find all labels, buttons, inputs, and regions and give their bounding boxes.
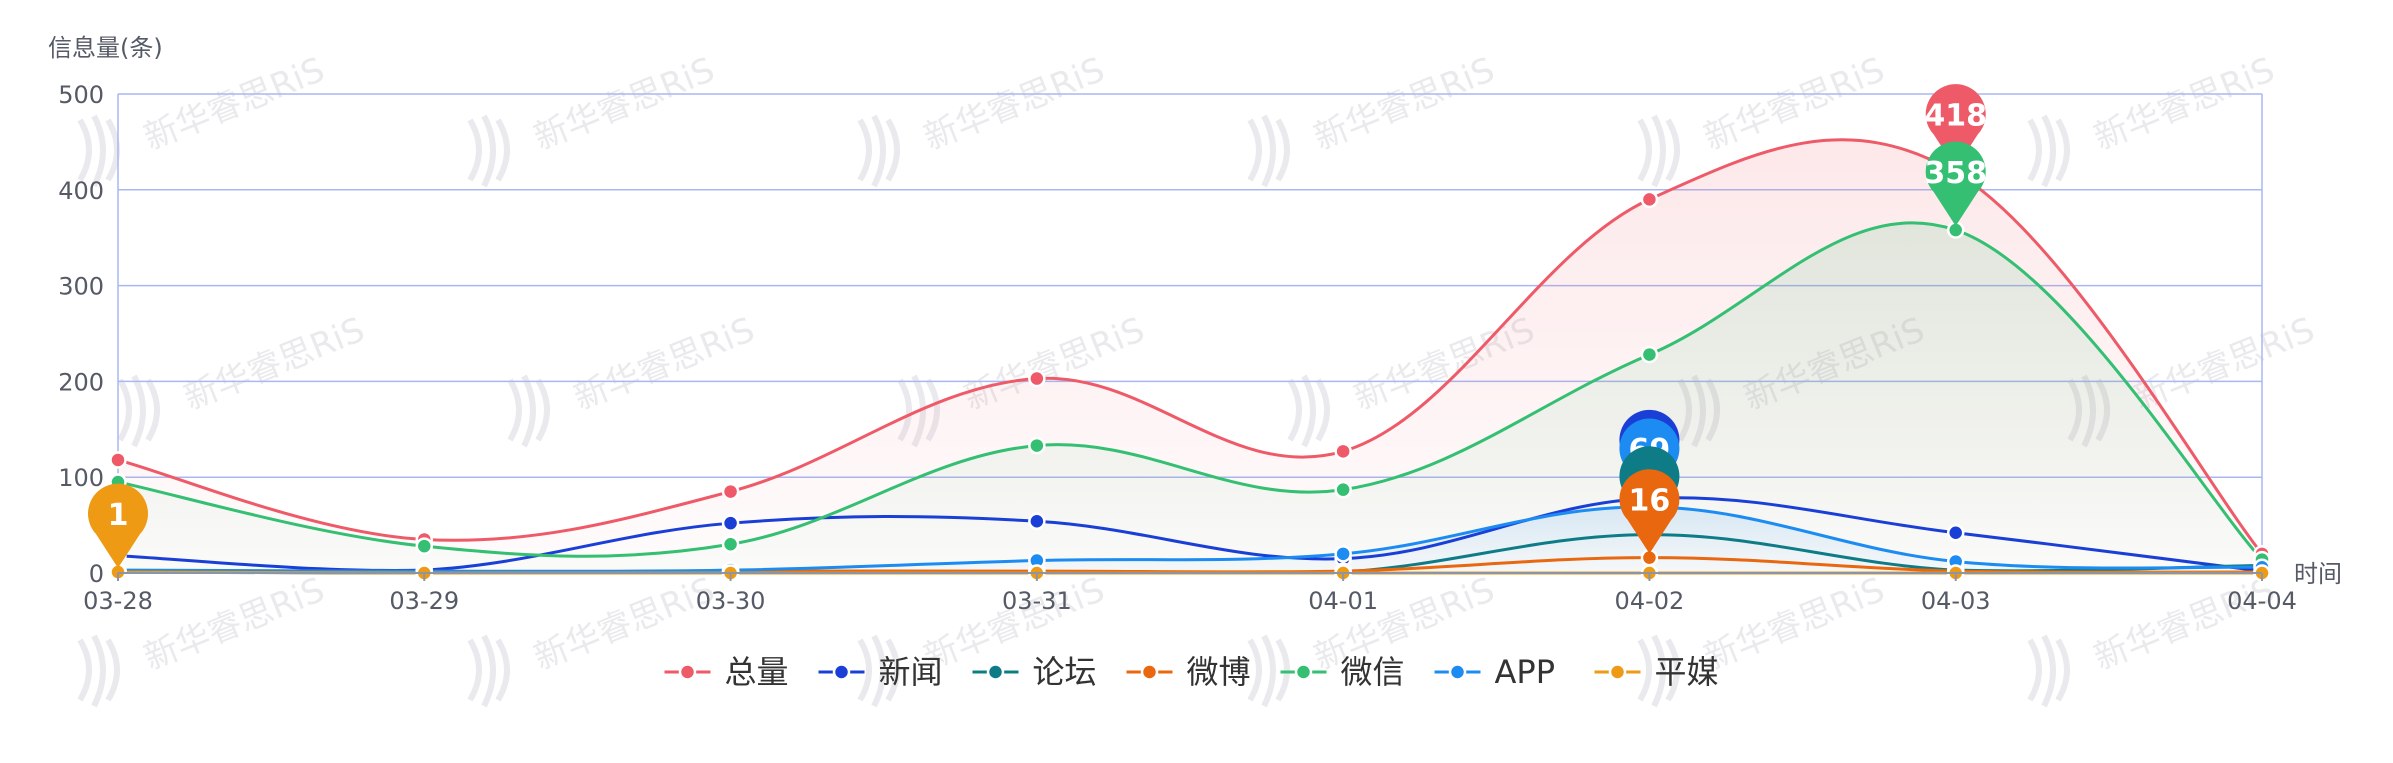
- data-point-新闻-03-30[interactable]: [721, 514, 740, 532]
- legend-item-微博[interactable]: 微博: [1126, 653, 1251, 691]
- legend-label: 总量: [725, 653, 789, 691]
- data-point-微信-04-02[interactable]: [1640, 345, 1659, 364]
- pin-shape: [88, 483, 148, 569]
- x-tick-label: 03-30: [696, 587, 766, 615]
- legend-label: 平媒: [1655, 653, 1719, 691]
- pin-shape: [1925, 84, 1986, 169]
- watermark-logo: [857, 634, 900, 708]
- legend-dot: [678, 663, 697, 681]
- legend-dot: [986, 663, 1005, 681]
- watermark-logo: [1287, 374, 1330, 448]
- watermark-logo: [1247, 114, 1290, 188]
- watermark-text: 新华睿思RiS: [918, 50, 1110, 159]
- legend-label: 新闻: [879, 653, 943, 691]
- axes: 0 100 200 300 400 500 03-28 03-29 03-30 03-31 04-0…: [58, 81, 2297, 615]
- legend-item-新闻[interactable]: 新闻: [818, 653, 943, 691]
- watermark-text: 新华睿思RiS: [568, 310, 760, 419]
- data-point-新闻-04-03[interactable]: [1946, 524, 1965, 542]
- watermark-text: 新华睿思RiS: [528, 570, 720, 679]
- legend-label: 论坛: [1033, 653, 1097, 691]
- data-point-微信-04-01[interactable]: [1334, 480, 1352, 499]
- pin-markers: 16916418358: [88, 84, 1987, 569]
- watermark-logo: [467, 634, 510, 708]
- pin-label: 358: [1924, 156, 1987, 191]
- y-tick-label: 400: [58, 177, 104, 205]
- pin-shape: [1925, 141, 1986, 227]
- x-tick-label: 04-03: [1921, 587, 1991, 615]
- watermark-text: 新华睿思RiS: [1308, 50, 1500, 159]
- legend-item-总量[interactable]: 总量: [664, 653, 789, 691]
- x-tick-label: 04-01: [1308, 587, 1378, 615]
- y-tick-label: 300: [58, 273, 104, 301]
- pin-label: 16: [1629, 484, 1671, 519]
- data-point-微信-03-29[interactable]: [415, 537, 434, 555]
- watermark-logo: [2027, 114, 2070, 188]
- watermark-text: 新华睿思RiS: [178, 310, 370, 419]
- legend-label: 微信: [1341, 653, 1405, 691]
- pin-marker-总量[interactable]: 418: [1924, 84, 1987, 169]
- x-tick-label: 03-31: [1002, 587, 1072, 615]
- y-axis-title: 信息量(条): [48, 34, 163, 62]
- watermark-logo: [857, 114, 900, 188]
- legend-item-APP[interactable]: APP: [1434, 653, 1555, 691]
- watermark-logo: [77, 114, 120, 188]
- pin-marker-平媒[interactable]: 1: [88, 483, 148, 569]
- watermark-logo: [1637, 634, 1680, 708]
- watermark-logo: [1637, 114, 1680, 188]
- watermark-logo: [2027, 634, 2070, 708]
- x-tick-label: 03-29: [389, 587, 459, 615]
- x-axis-title: 时间: [2294, 560, 2342, 588]
- series-line-新闻: [117, 496, 2263, 573]
- pin-shape: [1619, 469, 1680, 554]
- watermark-text: 新华睿思RiS: [2088, 50, 2280, 159]
- x-tick-label: 04-02: [1615, 587, 1685, 615]
- watermark-logo: [117, 374, 160, 448]
- pin-label: 418: [1924, 99, 1987, 134]
- x-tick-label: 03-28: [83, 587, 153, 615]
- legend-label: APP: [1495, 653, 1555, 691]
- x-tick-label: 04-04: [2227, 587, 2297, 615]
- y-tick-label: 200: [58, 368, 104, 396]
- legend-item-论坛[interactable]: 论坛: [972, 653, 1097, 691]
- legend-dot: [1448, 663, 1467, 681]
- watermark-text: 新华睿思RiS: [138, 570, 330, 679]
- data-point-新闻-03-31[interactable]: [1028, 512, 1046, 531]
- watermark-text: 新华睿思RiS: [528, 50, 720, 159]
- area-APP: [118, 506, 2262, 573]
- y-tick-label: 100: [58, 464, 104, 492]
- pin-marker-微信[interactable]: 358: [1924, 141, 1987, 227]
- legend-label: 微博: [1187, 653, 1251, 691]
- data-point-总量-03-31[interactable]: [1028, 369, 1046, 388]
- data-point-总量-04-01[interactable]: [1334, 442, 1352, 461]
- pin-label: 1: [108, 498, 129, 533]
- series-line-APP: [117, 505, 2263, 573]
- legend-dot: [1140, 663, 1159, 681]
- data-point-总量-03-30[interactable]: [721, 482, 740, 501]
- data-point-APP-04-01[interactable]: [1334, 545, 1352, 563]
- legend-dot: [1608, 663, 1627, 681]
- pin-marker-微博[interactable]: 16: [1619, 469, 1680, 554]
- area-微信: [118, 222, 2262, 573]
- data-point-总量-04-02[interactable]: [1640, 190, 1659, 209]
- watermark-text: 新华睿思RiS: [1698, 570, 1890, 679]
- watermark-text: 新华睿思RiS: [138, 50, 330, 159]
- watermark-logo: [77, 634, 120, 708]
- legend-dot: [1294, 663, 1313, 681]
- data-point-总量-03-28[interactable]: [109, 451, 127, 469]
- y-tick-label: 500: [58, 81, 104, 109]
- legend-item-平媒[interactable]: 平媒: [1594, 653, 1719, 691]
- watermark-logo: [467, 114, 510, 188]
- legend-item-微信[interactable]: 微信: [1280, 653, 1405, 691]
- watermark-logo: [507, 374, 550, 448]
- legend[interactable]: 总量 新闻 论坛 微博 微信 APP 平媒: [664, 653, 1719, 691]
- data-point-微信-03-30[interactable]: [721, 535, 740, 554]
- legend-dot: [832, 663, 851, 681]
- data-point-微信-03-31[interactable]: [1028, 436, 1046, 455]
- watermark-logo: [1247, 634, 1290, 708]
- y-tick-label: 0: [89, 560, 104, 588]
- area-fills: [118, 139, 2262, 573]
